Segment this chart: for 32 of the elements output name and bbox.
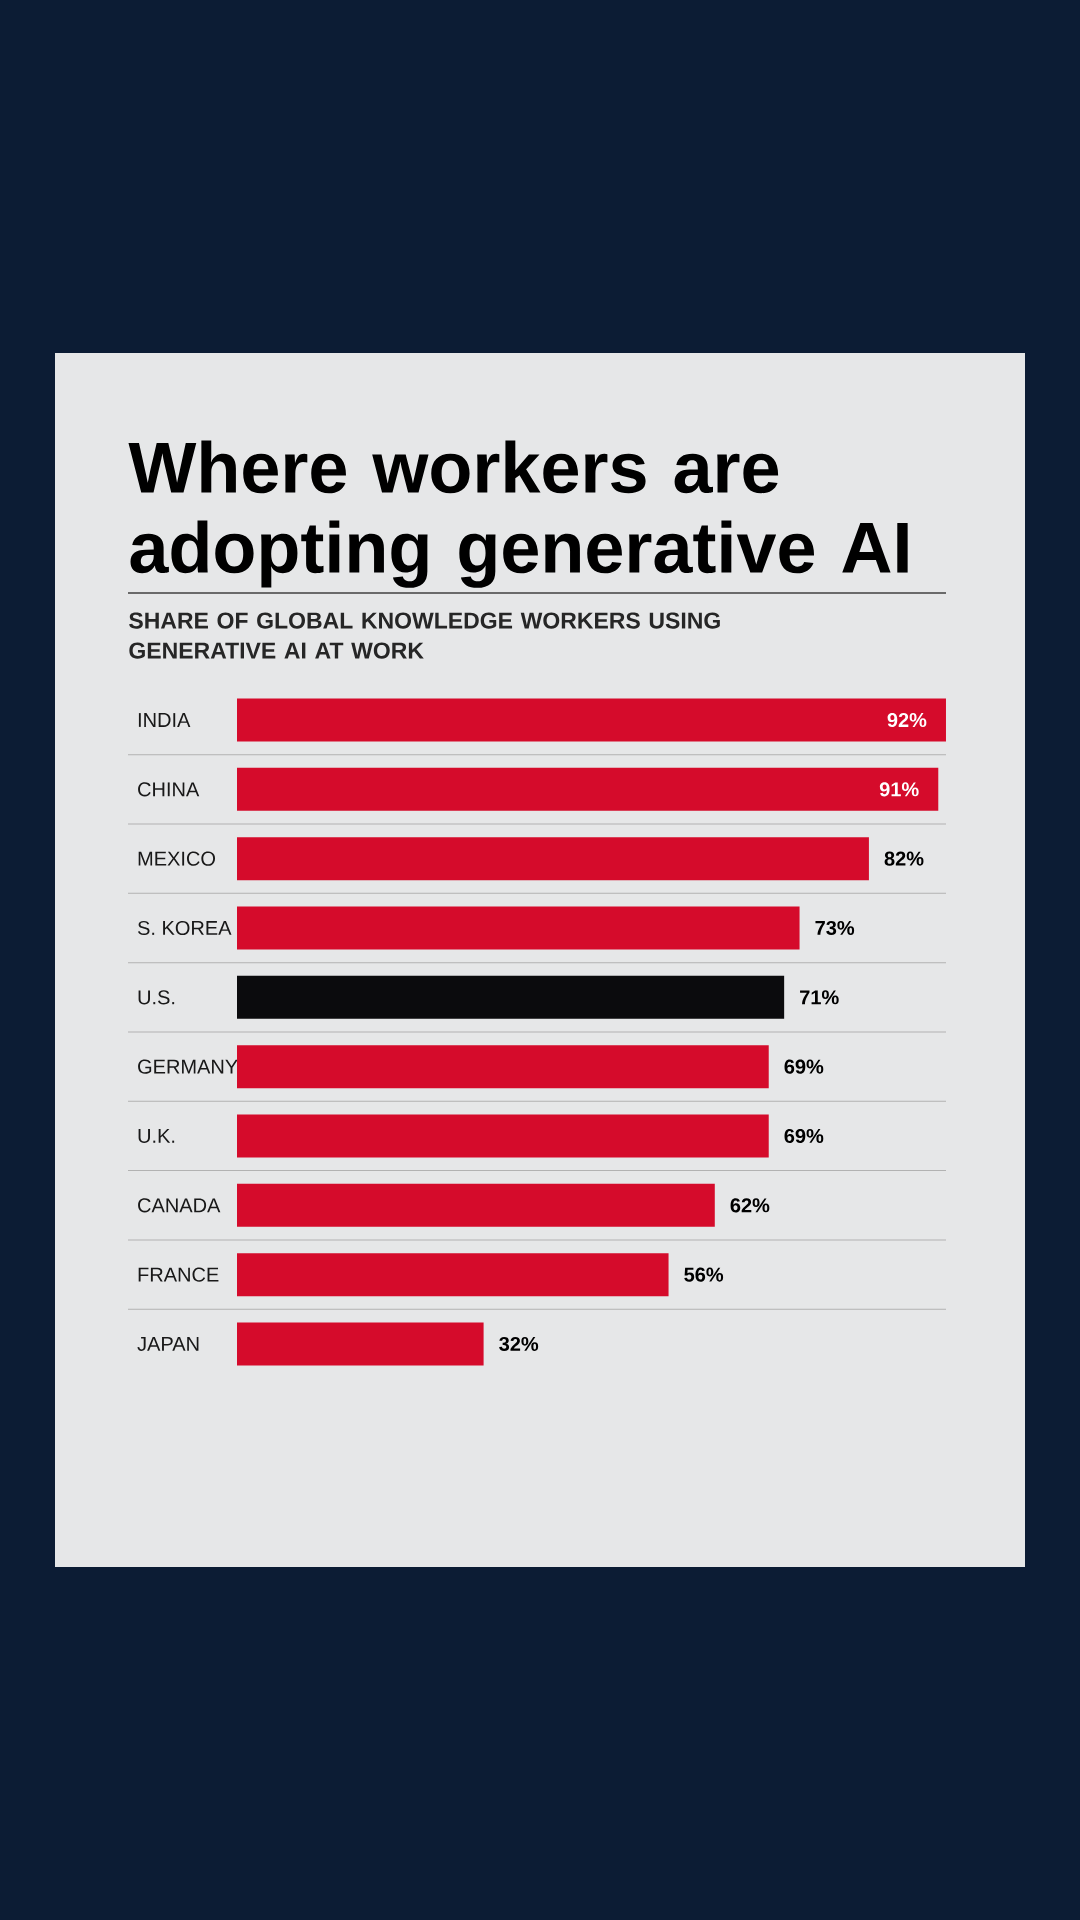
data-label: 92%	[887, 712, 927, 728]
bar	[237, 837, 869, 881]
y-tick-label: S. KOREA	[137, 920, 232, 936]
bar	[237, 1183, 715, 1227]
data-label: 82%	[884, 851, 924, 866]
bar	[237, 698, 946, 742]
data-label: 69%	[784, 1059, 824, 1074]
y-tick-label: U.S.	[138, 990, 175, 1005]
chart-title: Where workers are adopting generative AI	[128, 440, 908, 588]
y-tick-label: FRANCE	[138, 1267, 219, 1282]
data-label: 69%	[784, 1128, 824, 1144]
bar	[237, 1045, 769, 1089]
bar	[237, 1114, 769, 1158]
data-label: 71%	[800, 990, 839, 1005]
y-tick-label: CANADA	[138, 1198, 221, 1213]
data-label: 32%	[499, 1336, 539, 1352]
bar	[237, 767, 939, 811]
y-tick-label: JAPAN	[137, 1336, 199, 1351]
y-tick-label: GERMANY	[138, 1059, 238, 1074]
y-tick-label: CHINA	[138, 782, 200, 797]
data-label: 73%	[815, 920, 855, 936]
data-label: 62%	[730, 1198, 770, 1213]
y-tick-label: MEXICO	[138, 851, 216, 866]
data-label: 91%	[879, 782, 919, 797]
data-label: 56%	[684, 1267, 724, 1282]
bar	[237, 1253, 669, 1297]
bar	[237, 906, 800, 950]
chart-subtitle: SHARE OF GLOBAL KNOWLEDGE WORKERS USING GENERATIVE AI AT WORK	[129, 612, 720, 659]
bar	[237, 1322, 484, 1366]
y-tick-label: U.K.	[138, 1128, 175, 1143]
y-tick-label: INDIA	[138, 713, 191, 727]
bar	[237, 975, 785, 1019]
